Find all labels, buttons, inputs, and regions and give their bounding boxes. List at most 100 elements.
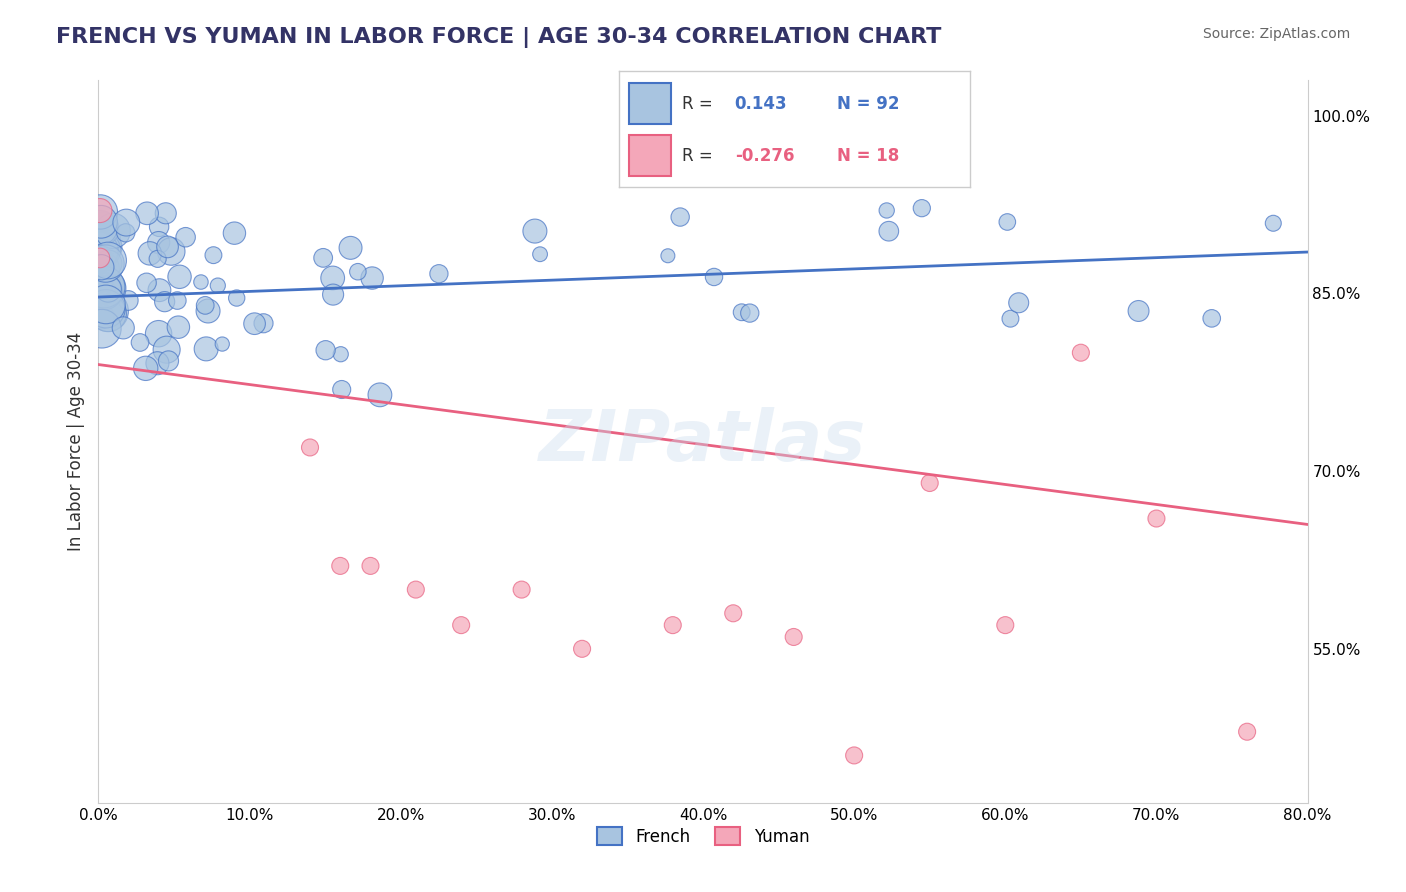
Point xyxy=(157,354,180,368)
Point xyxy=(224,226,246,240)
Point xyxy=(322,271,344,285)
Point xyxy=(166,293,188,308)
Point xyxy=(347,265,370,279)
Point xyxy=(94,297,117,311)
Point xyxy=(1144,511,1167,525)
Point xyxy=(1263,216,1285,230)
Point xyxy=(101,224,124,238)
Point xyxy=(1201,311,1223,326)
Point xyxy=(194,298,217,312)
Point xyxy=(994,618,1017,632)
Point xyxy=(657,249,679,263)
Point xyxy=(91,221,114,235)
Point xyxy=(202,248,225,262)
Point xyxy=(571,641,593,656)
Point xyxy=(322,287,344,301)
Point xyxy=(661,618,683,632)
Point xyxy=(156,343,179,357)
Legend: French, Yuman: French, Yuman xyxy=(591,821,815,852)
Point xyxy=(89,252,111,266)
Point xyxy=(225,291,247,305)
Point xyxy=(450,618,472,632)
Point xyxy=(1008,295,1031,310)
Point xyxy=(876,203,898,218)
Text: R =: R = xyxy=(682,95,713,112)
Point xyxy=(146,252,169,266)
Point xyxy=(93,240,115,254)
Point xyxy=(114,226,136,240)
Point xyxy=(91,284,114,298)
Point xyxy=(89,251,111,265)
Point xyxy=(361,271,384,285)
Point xyxy=(90,310,112,324)
Point xyxy=(1236,724,1258,739)
Point xyxy=(115,216,138,230)
Point xyxy=(97,306,120,320)
Point xyxy=(148,235,170,250)
Point xyxy=(94,301,117,316)
Point xyxy=(252,316,274,330)
Point xyxy=(97,253,120,268)
Text: -0.276: -0.276 xyxy=(734,147,794,165)
Point xyxy=(207,278,229,293)
Point xyxy=(89,205,111,219)
Point xyxy=(90,232,112,246)
Text: N = 18: N = 18 xyxy=(837,147,898,165)
Point xyxy=(93,261,115,276)
Point xyxy=(96,280,118,294)
Point xyxy=(329,558,352,573)
Point xyxy=(89,244,111,258)
Point xyxy=(89,277,111,291)
Point xyxy=(738,306,761,320)
Point xyxy=(94,257,117,271)
Point xyxy=(97,304,120,318)
Point xyxy=(918,475,941,490)
Point xyxy=(360,558,382,573)
Point xyxy=(136,206,159,220)
Point xyxy=(312,251,335,265)
Point xyxy=(243,317,266,331)
FancyBboxPatch shape xyxy=(630,135,672,176)
Point xyxy=(93,280,115,294)
Point xyxy=(91,243,114,257)
Point xyxy=(129,335,152,350)
Point xyxy=(703,270,725,285)
Point xyxy=(339,241,361,255)
Point xyxy=(299,441,322,455)
Point xyxy=(190,275,212,289)
Point xyxy=(995,215,1018,229)
Y-axis label: In Labor Force | Age 30-34: In Labor Force | Age 30-34 xyxy=(66,332,84,551)
Point xyxy=(174,230,197,244)
Point xyxy=(405,582,427,597)
Point xyxy=(1000,311,1022,326)
Point xyxy=(669,210,692,224)
Point xyxy=(135,276,157,290)
Point xyxy=(97,256,120,270)
Text: 0.143: 0.143 xyxy=(734,95,787,112)
Text: R =: R = xyxy=(682,147,713,165)
Point xyxy=(160,244,183,259)
Point xyxy=(91,275,114,289)
Point xyxy=(197,304,219,318)
Point xyxy=(731,305,754,319)
Point xyxy=(523,224,546,238)
Point xyxy=(97,282,120,296)
Point xyxy=(112,321,135,335)
Point xyxy=(1070,345,1092,359)
Point xyxy=(89,203,111,218)
Point xyxy=(155,206,177,220)
Point xyxy=(96,281,118,295)
Point xyxy=(315,343,337,358)
Point xyxy=(169,269,191,284)
Point xyxy=(156,240,179,254)
Point xyxy=(529,247,551,261)
Point xyxy=(146,356,169,370)
Point xyxy=(135,361,157,376)
Point xyxy=(723,607,745,621)
Point xyxy=(211,337,233,351)
Point xyxy=(148,326,170,341)
Point xyxy=(427,267,450,281)
Point xyxy=(329,347,352,361)
Point xyxy=(877,224,900,238)
Point xyxy=(330,383,353,397)
